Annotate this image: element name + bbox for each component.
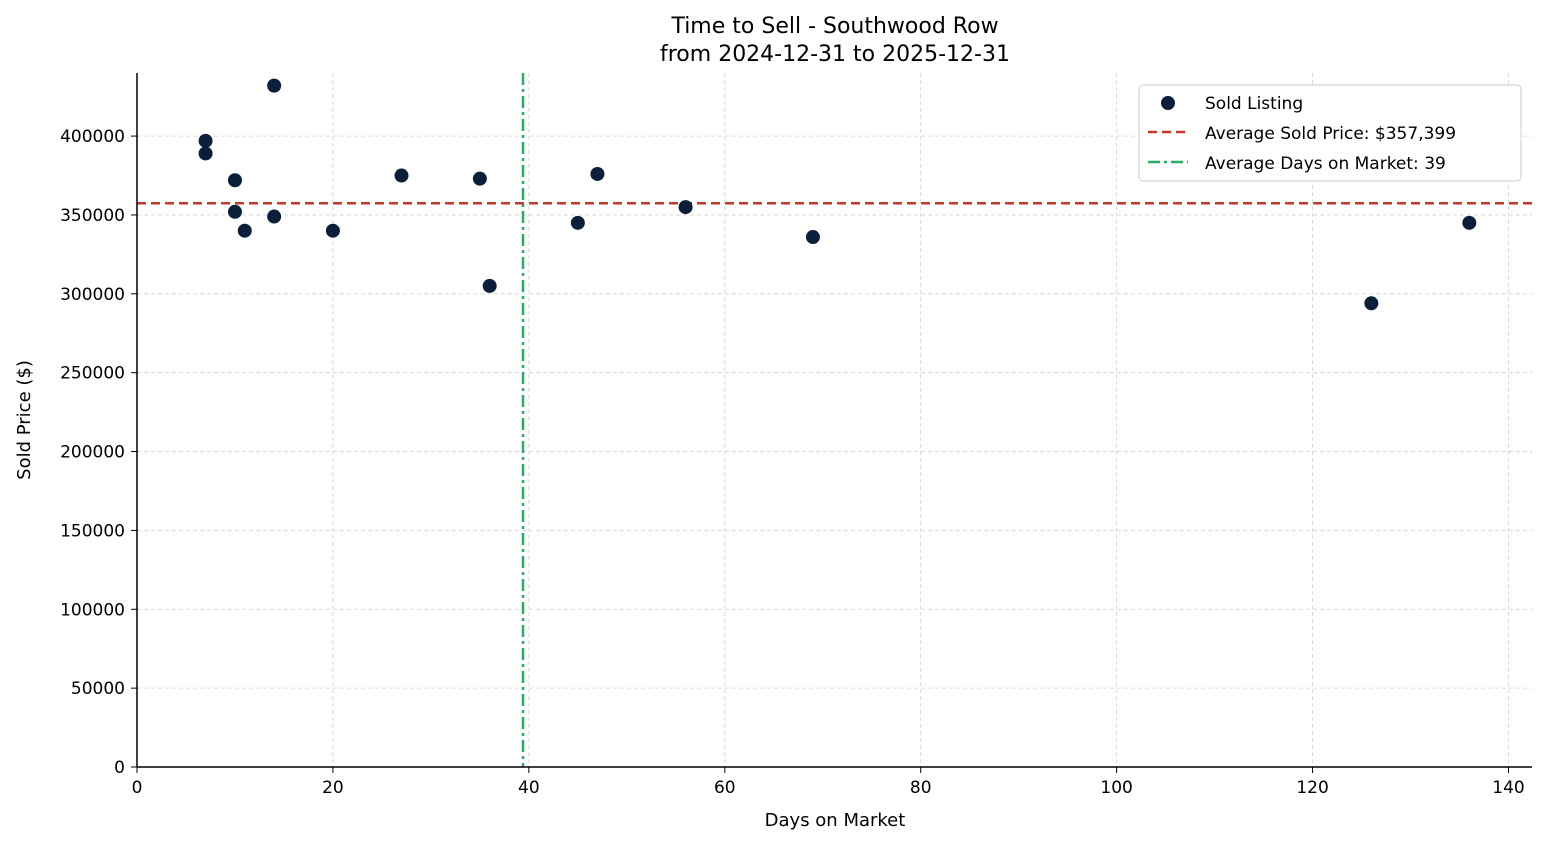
axes: 0 20 40 60 80 100 120 140 0 50000 100000 150000 2000… [60, 73, 1532, 798]
y-tick-label: 400000 [60, 127, 125, 147]
data-point [1462, 215, 1477, 230]
y-tick-label: 300000 [60, 285, 125, 305]
data-point [198, 146, 213, 161]
x-tick-label: 0 [132, 778, 143, 798]
data-point [325, 223, 340, 238]
chart-subtitle: from 2024-12-31 to 2025-12-31 [660, 42, 1010, 67]
y-tick-label: 250000 [60, 364, 125, 384]
data-point [198, 133, 213, 148]
chart-title: Time to Sell - Southwood Row [670, 14, 998, 39]
x-tick-label: 20 [322, 778, 344, 798]
data-point [227, 204, 242, 219]
legend-marker-points [1161, 96, 1175, 110]
data-point [590, 166, 605, 181]
y-axis-label: Sold Price ($) [14, 360, 35, 480]
x-tick-label: 140 [1492, 778, 1524, 798]
data-point [237, 223, 252, 238]
y-tick-label: 150000 [60, 521, 125, 541]
data-point [570, 215, 585, 230]
data-point [1364, 296, 1379, 311]
x-axis-label: Days on Market [765, 810, 906, 831]
y-tick-label: 350000 [60, 206, 125, 226]
data-point [227, 173, 242, 188]
data-point [678, 200, 693, 215]
y-tick-label: 100000 [60, 600, 125, 620]
x-tick-label: 100 [1100, 778, 1132, 798]
legend-label: Sold Listing [1205, 94, 1303, 114]
data-point [267, 78, 282, 93]
data-point [394, 168, 409, 183]
data-point [472, 171, 487, 186]
data-point [267, 209, 282, 224]
x-tick-label: 80 [910, 778, 932, 798]
legend: Sold Listing Average Sold Price: $357,39… [1138, 84, 1522, 182]
y-tick-label: 50000 [71, 679, 125, 699]
y-tick-label: 200000 [60, 443, 125, 463]
y-tick-label: 0 [114, 758, 125, 778]
points [198, 78, 1477, 311]
x-tick-label: 120 [1296, 778, 1328, 798]
legend-label: Average Days on Market: 39 [1205, 154, 1446, 174]
x-tick-label: 60 [714, 778, 736, 798]
x-tick-label: 40 [518, 778, 540, 798]
data-point [482, 278, 497, 293]
legend-box [1138, 84, 1522, 182]
data-point [805, 230, 820, 245]
legend-label: Average Sold Price: $357,399 [1205, 124, 1456, 144]
